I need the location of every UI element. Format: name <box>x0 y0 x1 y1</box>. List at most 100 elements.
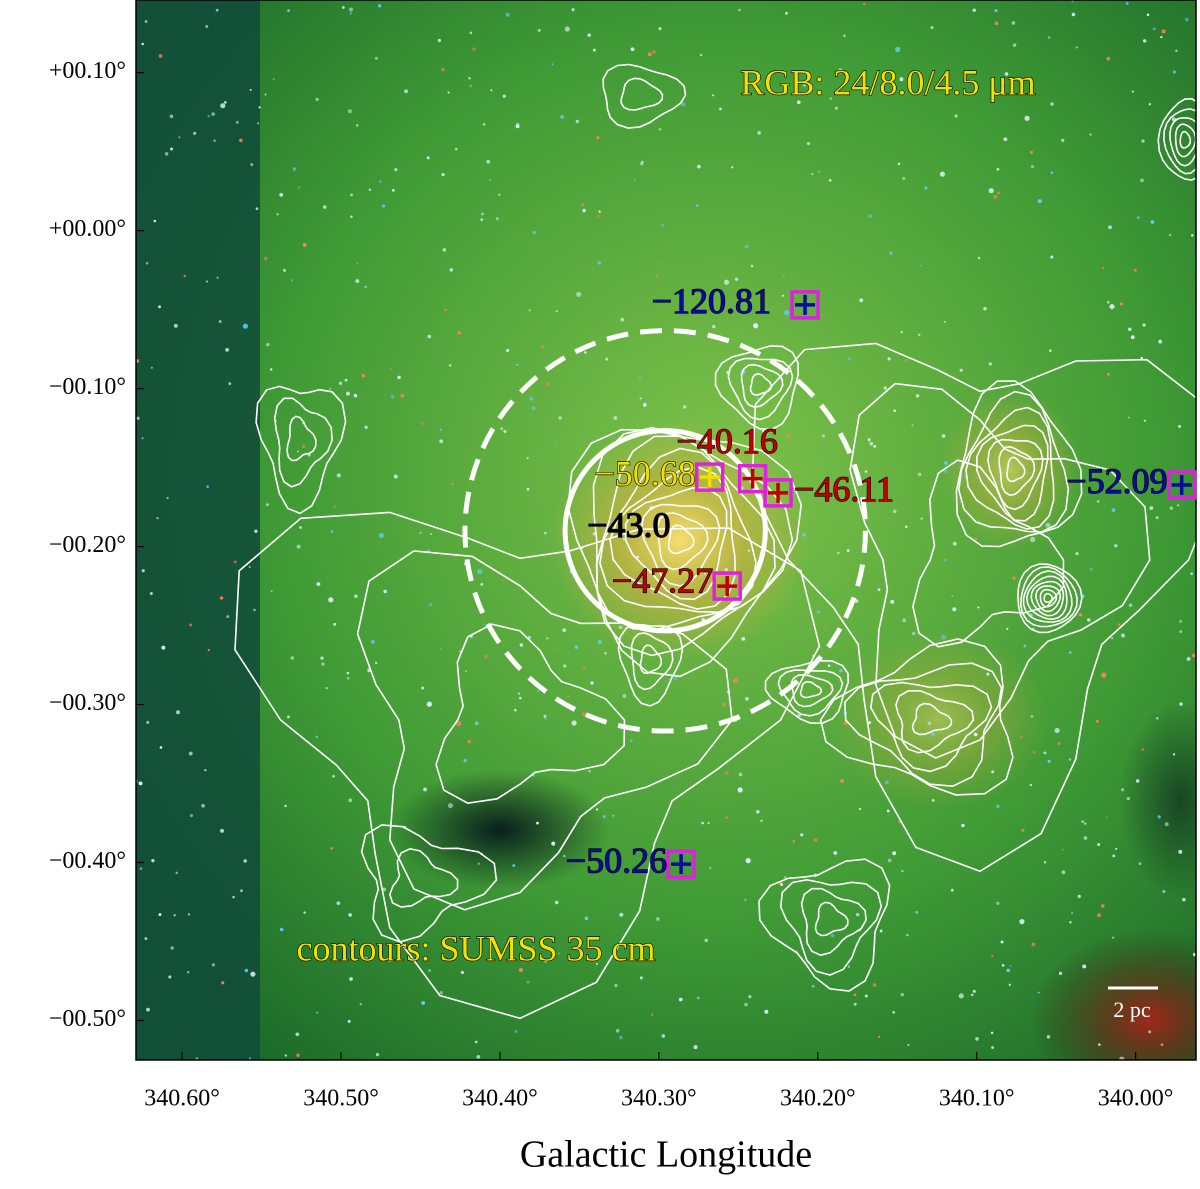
star <box>927 721 932 726</box>
star <box>295 1032 300 1037</box>
star <box>646 498 649 501</box>
star <box>1029 783 1033 787</box>
star <box>315 735 319 739</box>
x-tick-label: 340.20° <box>780 1086 856 1112</box>
star <box>744 1002 748 1007</box>
velocity-label: −50.68 <box>594 453 695 493</box>
star <box>240 889 243 893</box>
star <box>447 802 454 809</box>
star <box>483 123 486 126</box>
star <box>1177 504 1180 507</box>
star <box>563 664 567 668</box>
star <box>802 532 806 537</box>
star <box>1175 49 1178 52</box>
star <box>904 525 908 529</box>
star <box>429 533 432 536</box>
star <box>526 980 530 984</box>
star <box>347 1019 351 1023</box>
star <box>944 469 948 473</box>
star <box>863 3 866 6</box>
star <box>374 56 378 60</box>
star <box>1003 397 1007 400</box>
star <box>239 138 243 143</box>
star <box>503 429 507 433</box>
star <box>895 46 901 53</box>
star <box>865 478 869 482</box>
star <box>1138 862 1142 866</box>
star <box>330 530 334 533</box>
star <box>439 991 443 995</box>
star <box>377 4 382 8</box>
contour <box>356 550 733 911</box>
star <box>796 100 801 105</box>
contour <box>1025 575 1068 620</box>
star <box>173 323 178 328</box>
contour <box>895 690 975 754</box>
star <box>596 215 600 218</box>
star <box>674 676 678 681</box>
star <box>901 869 904 873</box>
star <box>1131 90 1134 93</box>
star <box>1152 27 1156 31</box>
star <box>211 963 215 967</box>
star <box>843 34 846 37</box>
star <box>1046 1035 1051 1039</box>
y-tick-label: −00.30° <box>49 690 126 716</box>
star <box>158 54 163 58</box>
star <box>993 194 998 199</box>
star <box>1148 1030 1152 1034</box>
star <box>345 391 350 396</box>
star <box>988 362 992 366</box>
star <box>213 139 216 142</box>
star <box>658 27 662 31</box>
star <box>1077 894 1081 898</box>
star <box>813 838 818 842</box>
star <box>675 474 679 479</box>
region-label: −43.0 <box>587 505 670 545</box>
contour <box>912 459 1065 648</box>
star <box>516 122 520 126</box>
star <box>785 11 788 15</box>
star <box>828 179 832 182</box>
star <box>1126 796 1130 801</box>
star <box>595 808 599 811</box>
star <box>207 648 210 652</box>
star <box>744 244 749 249</box>
star <box>1111 508 1116 513</box>
star <box>1164 822 1169 827</box>
star <box>279 192 284 197</box>
star <box>346 676 350 680</box>
star <box>1161 29 1166 34</box>
star <box>1143 39 1147 43</box>
star <box>975 1037 979 1041</box>
star <box>693 1045 698 1050</box>
star <box>723 279 730 285</box>
star <box>614 983 618 988</box>
star <box>704 938 709 943</box>
contour <box>1035 585 1061 613</box>
star <box>1084 822 1087 825</box>
star <box>977 256 981 260</box>
star <box>146 720 150 724</box>
star <box>370 639 375 644</box>
star <box>489 179 492 182</box>
star <box>272 77 275 80</box>
star <box>175 871 179 875</box>
star <box>394 168 398 172</box>
star <box>159 746 163 749</box>
contour <box>843 662 1003 788</box>
star <box>581 712 586 717</box>
star <box>652 591 656 595</box>
star <box>699 53 703 57</box>
star <box>658 127 662 131</box>
star <box>1160 1043 1164 1046</box>
star <box>872 983 877 987</box>
contour <box>1022 570 1073 623</box>
star <box>1030 536 1036 543</box>
star <box>144 20 148 23</box>
star <box>1121 633 1125 638</box>
star <box>1061 138 1065 142</box>
star <box>1019 919 1025 925</box>
star <box>971 993 974 997</box>
star <box>528 309 531 312</box>
